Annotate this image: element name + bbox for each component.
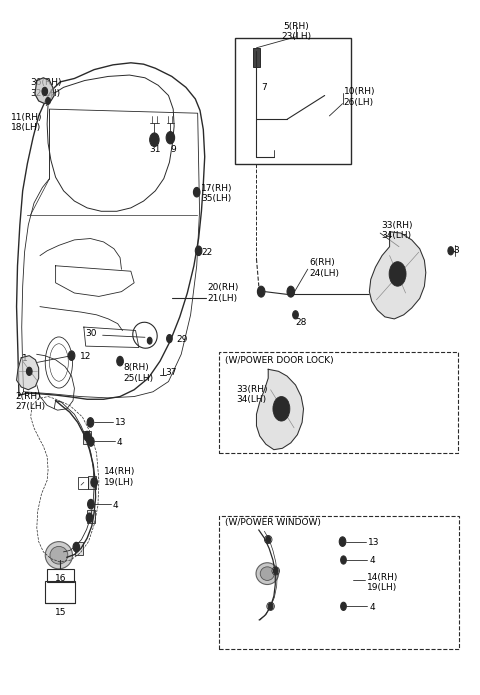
Text: 17(RH)
35(LH): 17(RH) 35(LH)	[202, 184, 233, 203]
Bar	[235, 38, 350, 163]
Circle shape	[75, 545, 78, 549]
Bar	[219, 516, 459, 648]
Polygon shape	[35, 78, 54, 104]
Text: 3: 3	[454, 246, 459, 255]
Circle shape	[93, 480, 96, 484]
Circle shape	[87, 436, 94, 446]
Text: 8(RH)
25(LH): 8(RH) 25(LH)	[123, 363, 154, 382]
Text: 4: 4	[370, 556, 375, 565]
Circle shape	[276, 402, 286, 416]
Text: 15: 15	[55, 607, 66, 616]
Circle shape	[152, 136, 157, 143]
Text: 7: 7	[261, 83, 267, 92]
Text: 10(RH)
26(LH): 10(RH) 26(LH)	[344, 87, 375, 106]
Text: (W/POWER DOOR LOCK): (W/POWER DOOR LOCK)	[225, 356, 334, 365]
Polygon shape	[370, 231, 426, 319]
Ellipse shape	[50, 546, 68, 564]
Ellipse shape	[260, 567, 275, 580]
Circle shape	[274, 568, 278, 574]
Text: 20(RH)
21(LH): 20(RH) 21(LH)	[207, 284, 239, 303]
Text: 6(RH)
24(LH): 6(RH) 24(LH)	[310, 258, 340, 277]
Text: 11(RH)
18(LH): 11(RH) 18(LH)	[11, 113, 42, 132]
Text: 4: 4	[370, 603, 375, 612]
Bar	[253, 48, 260, 67]
Text: 13: 13	[115, 418, 127, 427]
Circle shape	[68, 351, 75, 361]
Circle shape	[117, 357, 123, 366]
Circle shape	[273, 397, 290, 421]
Circle shape	[195, 246, 202, 256]
Text: 5(RH)
23(LH): 5(RH) 23(LH)	[281, 22, 312, 41]
Text: 9: 9	[170, 145, 176, 154]
Circle shape	[119, 359, 121, 363]
Circle shape	[166, 131, 175, 144]
Circle shape	[339, 537, 346, 546]
Text: 12: 12	[80, 352, 91, 361]
Ellipse shape	[45, 541, 72, 569]
Ellipse shape	[264, 535, 272, 543]
Circle shape	[257, 286, 265, 297]
Text: 37: 37	[166, 368, 177, 377]
Text: 16: 16	[55, 573, 66, 582]
Bar	[84, 431, 91, 444]
Circle shape	[168, 135, 172, 140]
Bar	[47, 569, 74, 582]
Text: 28: 28	[296, 318, 307, 327]
Circle shape	[341, 556, 346, 564]
Text: 36(RH)
32(LH): 36(RH) 32(LH)	[31, 79, 62, 98]
Circle shape	[70, 354, 73, 358]
Circle shape	[87, 500, 94, 509]
Ellipse shape	[267, 603, 275, 610]
Circle shape	[167, 334, 172, 343]
Circle shape	[42, 88, 48, 95]
Ellipse shape	[256, 563, 278, 584]
Ellipse shape	[272, 567, 279, 575]
Circle shape	[448, 247, 454, 255]
Circle shape	[91, 477, 97, 487]
Circle shape	[147, 337, 152, 344]
Circle shape	[84, 432, 90, 441]
Circle shape	[197, 249, 200, 253]
Circle shape	[341, 603, 346, 610]
Text: 33(RH)
34(LH): 33(RH) 34(LH)	[236, 385, 268, 404]
Text: 14(RH)
19(LH): 14(RH) 19(LH)	[367, 573, 398, 592]
Circle shape	[86, 434, 88, 438]
Text: 31: 31	[150, 145, 161, 154]
Circle shape	[86, 513, 93, 523]
Circle shape	[193, 188, 200, 197]
Bar	[219, 352, 458, 453]
Circle shape	[389, 262, 406, 286]
Polygon shape	[256, 369, 303, 450]
Text: 22: 22	[202, 247, 213, 256]
Circle shape	[73, 542, 80, 552]
Text: 4: 4	[117, 439, 122, 448]
Circle shape	[46, 97, 50, 104]
Circle shape	[88, 516, 91, 520]
Bar	[78, 477, 88, 489]
Text: 14(RH)
19(LH): 14(RH) 19(LH)	[104, 467, 135, 486]
Circle shape	[26, 367, 32, 375]
Circle shape	[268, 603, 273, 610]
Text: 30: 30	[85, 329, 97, 338]
Circle shape	[393, 267, 402, 281]
Text: (W/POWER WINDOW): (W/POWER WINDOW)	[225, 518, 321, 527]
Circle shape	[287, 286, 295, 297]
Bar	[87, 509, 95, 523]
Text: 13: 13	[368, 539, 380, 548]
Text: 4: 4	[113, 501, 119, 510]
Circle shape	[293, 311, 299, 319]
Polygon shape	[16, 356, 39, 390]
Circle shape	[195, 190, 198, 195]
Bar	[75, 541, 83, 555]
Bar	[88, 475, 96, 489]
Circle shape	[266, 536, 271, 543]
Text: 33(RH)
34(LH): 33(RH) 34(LH)	[381, 220, 413, 240]
Bar	[45, 581, 75, 603]
Text: 2(RH)
27(LH): 2(RH) 27(LH)	[15, 392, 45, 411]
Circle shape	[87, 418, 94, 427]
Text: 1: 1	[22, 354, 27, 363]
Circle shape	[150, 133, 159, 147]
Text: 29: 29	[177, 335, 188, 344]
